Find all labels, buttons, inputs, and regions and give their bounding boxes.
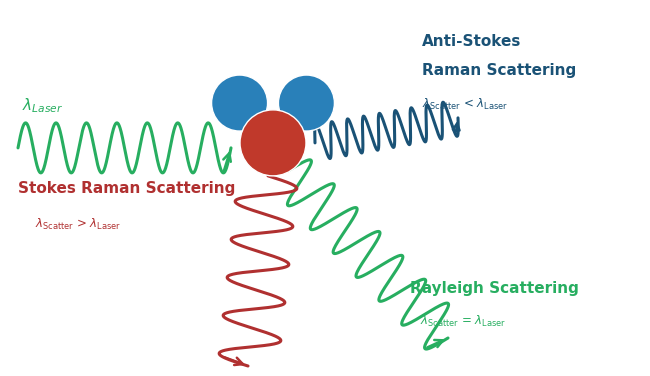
Text: Stokes Raman Scattering: Stokes Raman Scattering <box>18 180 235 196</box>
Text: Anti-Stokes: Anti-Stokes <box>422 33 521 49</box>
Text: $\lambda_{\mathregular{Scatter}}$ = $\lambda_{\mathregular{Laser}}$: $\lambda_{\mathregular{Scatter}}$ = $\la… <box>420 314 506 329</box>
Text: $\lambda_{\mathregular{Laser}}$: $\lambda_{\mathregular{Laser}}$ <box>22 96 63 115</box>
Text: $\lambda_{\mathregular{Scatter}}$ > $\lambda_{\mathregular{Laser}}$: $\lambda_{\mathregular{Scatter}}$ > $\la… <box>35 217 121 232</box>
Text: $\lambda_{\mathregular{Scatter}}$ < $\lambda_{\mathregular{Laser}}$: $\lambda_{\mathregular{Scatter}}$ < $\la… <box>422 97 508 112</box>
Circle shape <box>240 110 306 176</box>
Text: Rayleigh Scattering: Rayleigh Scattering <box>410 280 579 296</box>
Text: Raman Scattering: Raman Scattering <box>422 64 577 79</box>
Circle shape <box>212 75 268 131</box>
Circle shape <box>278 75 334 131</box>
